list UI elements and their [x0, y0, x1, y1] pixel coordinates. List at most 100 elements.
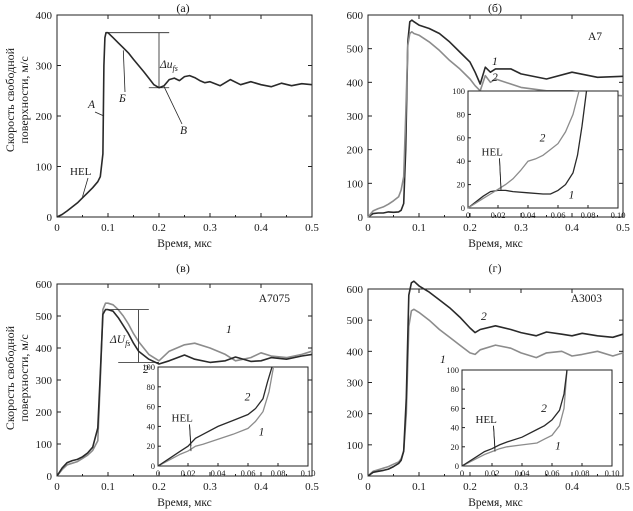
x-tick-label: 0.1 [101, 481, 115, 493]
inset-y-tick-label: 100 [142, 362, 155, 372]
y-axis-title-bottom-line2: поверхности, м/с [17, 334, 31, 421]
alloy-label: А7075 [259, 293, 291, 305]
y-tick-label: 500 [347, 315, 364, 327]
y-tick-label: 0 [358, 471, 364, 483]
y-tick-label: 300 [36, 61, 53, 73]
inset-series-label-2: 2 [245, 392, 251, 404]
y-tick-label: 300 [347, 111, 364, 123]
inset-hel-label: HEL [482, 146, 504, 158]
y-tick-label: 500 [36, 311, 53, 323]
alloy-label: А7 [588, 31, 602, 43]
y-tick-label: 400 [36, 343, 53, 355]
inset-x-tick-label: 0.02 [485, 468, 500, 478]
y-tick-label: 200 [347, 145, 364, 157]
inset-hel-arrow-2 [189, 424, 192, 447]
inset-series-label-2: 2 [540, 133, 546, 145]
inset-series-line-2 [157, 366, 273, 467]
plot-frame [56, 14, 313, 218]
inset-y-tick-label: 40 [147, 421, 156, 431]
point-b-arrow [122, 50, 126, 93]
series-label-1: 1 [440, 354, 446, 366]
inset-y-tick-label: 20 [451, 442, 460, 452]
panel-title: (в) [176, 261, 190, 275]
series-line-2 [56, 308, 313, 477]
point-a-arrow [94, 111, 105, 117]
y-tick-label: 600 [347, 284, 364, 296]
inset-hel-arrow-2 [499, 158, 502, 190]
x-axis-title: Время, мкс [468, 238, 523, 250]
inset-series-label-1: 1 [569, 190, 575, 202]
x-tick-label: 0.1 [412, 222, 426, 234]
series-label-2: 2 [481, 311, 487, 323]
x-tick-label: 0.4 [565, 222, 579, 234]
inset-series-label-2: 2 [541, 403, 547, 415]
inset-x-tick-label: 0.06 [545, 468, 560, 478]
inset-x-tick-label: 0.02 [181, 468, 196, 478]
inset-series-line-2 [461, 369, 568, 467]
series-label-1: 1 [492, 56, 498, 68]
chart-panel-1: 0 0.1 0.2 0.3 0.4 0.5 0 100 200 300 400 (а) Время, м… [36, 1, 320, 250]
y-tick-label: 100 [347, 178, 364, 190]
y-tick-label: 0 [47, 212, 53, 224]
inset-y-tick-label: 20 [457, 180, 466, 190]
y-axis-title-bottom: Скорость свободной поверхности, м/с [3, 325, 31, 430]
series-line-1 [56, 302, 313, 477]
inset-x-tick-label: 0.06 [551, 210, 566, 220]
x-tick-label: 0 [54, 481, 60, 493]
inset-x-tick-label: 0.06 [241, 468, 256, 478]
inset-x-tick-label: 0 [156, 468, 160, 478]
panel-title: (б) [488, 1, 502, 15]
inset-x-tick-label: 0.08 [575, 468, 590, 478]
series-label-2: 2 [143, 364, 149, 376]
y-axis-title-bottom-line1: Скорость свободной [3, 325, 17, 430]
inset-series-line-1 [467, 90, 588, 209]
y-tick-label: 0 [47, 471, 53, 483]
inset-y-tick-label: 40 [457, 156, 466, 166]
y-tick-label: 500 [347, 44, 364, 56]
point-a-label: А [87, 99, 96, 111]
x-axis-title: Время, мкс [157, 497, 212, 509]
x-tick-label: 0.2 [152, 222, 166, 234]
inset-chart: 0 0.02 0.04 0.06 0.08 0.10 0 20 40 60 80 100 HEL 1 2 [142, 362, 315, 478]
x-tick-label: 0.3 [514, 481, 528, 493]
y-tick-label: 400 [36, 10, 53, 22]
x-tick-label: 0.5 [305, 222, 319, 234]
y-tick-label: 200 [36, 111, 53, 123]
inset-hel-label: HEL [172, 412, 194, 424]
inset-series-label-1: 1 [555, 440, 561, 452]
inset-y-tick-label: 40 [451, 423, 460, 433]
inset-y-tick-label: 0 [151, 461, 155, 471]
point-v-label: В [180, 125, 187, 137]
inset-x-tick-label: 0 [460, 468, 464, 478]
inset-x-tick-label: 0.04 [521, 210, 537, 220]
hel-arrow [82, 177, 89, 197]
inset-y-tick-label: 80 [147, 382, 156, 392]
y-tick-label: 600 [347, 10, 364, 22]
inset-hel-label: HEL [476, 414, 498, 426]
inset-hel-arrow-2 [493, 425, 496, 449]
x-tick-label: 0.2 [463, 481, 477, 493]
chart-panel-4: 0 0.1 0.2 0.3 0.4 0.50100200300400500600(г)Вр… [347, 261, 631, 509]
y-tick-label: 600 [36, 279, 53, 291]
x-tick-label: 0.2 [463, 222, 477, 234]
inset-y-tick-label: 60 [451, 403, 460, 413]
delta-label: Δufs [159, 59, 178, 73]
inset-y-tick-label: 80 [451, 384, 460, 394]
x-tick-label: 0.2 [152, 481, 166, 493]
inset-series-line-2 [467, 90, 580, 209]
inset-x-tick-label: 0.10 [301, 468, 316, 478]
inset-series-line-1 [157, 366, 275, 467]
series-label-2: 2 [492, 72, 498, 84]
chart-panel-2: 0 0.1 0.2 0.3 0.4 0.50100200300400500600(б)Вр… [347, 1, 631, 250]
inset-y-tick-label: 100 [452, 86, 465, 96]
y-tick-label: 100 [347, 440, 364, 452]
inset-y-tick-label: 80 [457, 109, 466, 119]
series-line-2 [367, 280, 624, 477]
series-label-1: 1 [226, 324, 232, 336]
y-tick-label: 300 [347, 378, 364, 390]
inset-frame [467, 90, 619, 209]
inset-x-tick-label: 0.10 [605, 468, 620, 478]
inset-y-tick-label: 100 [446, 365, 459, 375]
x-tick-label: 0.4 [254, 481, 268, 493]
